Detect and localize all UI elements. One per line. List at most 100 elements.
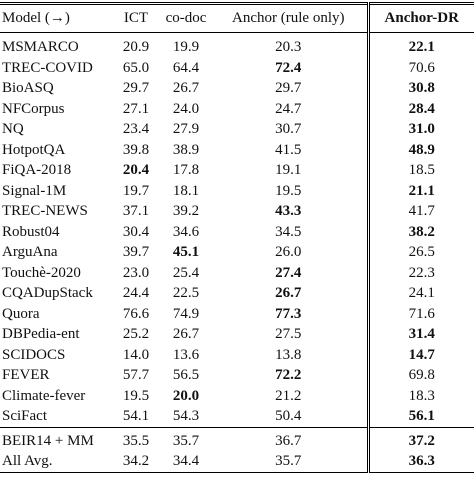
score-cell: 36.3	[366, 451, 474, 472]
table-row: DBPedia-ent 25.2 26.7 27.5 31.4	[0, 324, 474, 345]
table-row: CQADupStack 24.4 22.5 26.7 24.1	[0, 283, 474, 304]
score-cell: 31.0	[366, 119, 474, 140]
score-cell: 23.4	[122, 121, 150, 137]
row-label: FiQA-2018	[2, 162, 72, 178]
score-cell: 24.0	[172, 100, 200, 117]
score-cell: 18.1	[172, 182, 200, 199]
score-cell: 27.1	[122, 100, 150, 117]
score-cell: 57.7	[122, 367, 150, 383]
score-cell: 24.1	[366, 283, 474, 304]
score-cell: 29.7	[275, 80, 302, 96]
table-row: Quora 76.6 74.9 77.3 71.6	[0, 303, 474, 324]
score-cell: 36.7	[275, 432, 302, 449]
column-header: co-doc	[165, 10, 207, 26]
score-cell: 30.8	[366, 78, 474, 99]
table-row: SCIDOCS 14.0 13.6 13.8 14.7	[0, 344, 474, 365]
table-row: Robust04 30.4 34.6 34.5 38.2	[0, 221, 474, 242]
score-cell: 19.1	[275, 162, 302, 178]
score-cell: 72.2	[275, 367, 302, 383]
score-cell: 19.7	[122, 182, 150, 199]
score-cell: 74.9	[172, 305, 200, 322]
score-cell: 54.1	[122, 408, 150, 424]
table-body: MSMARCO 20.9 19.9 20.3 22.1 TREC-COVID 65.0 64.…	[0, 32, 474, 427]
score-cell: 38.9	[172, 141, 200, 158]
score-cell: 25.2	[122, 326, 150, 342]
score-cell: 27.5	[275, 326, 302, 342]
score-cell: 24.7	[275, 100, 302, 117]
score-cell: 26.7	[275, 285, 302, 301]
score-cell: 39.7	[122, 244, 150, 260]
table-row: TREC-COVID 65.0 64.4 72.4 70.6	[0, 57, 474, 78]
row-label: MSMARCO	[2, 39, 79, 55]
score-cell: 29.7	[122, 80, 150, 96]
score-cell: 43.3	[275, 203, 302, 219]
score-cell: 25.4	[172, 264, 200, 281]
score-cell: 13.8	[275, 346, 302, 363]
score-cell: 30.7	[275, 121, 302, 137]
score-cell: 34.5	[275, 223, 302, 240]
score-cell: 64.4	[172, 59, 200, 76]
score-cell: 35.5	[122, 432, 150, 449]
score-cell: 27.9	[172, 121, 200, 137]
table-row: Touchè-2020 23.0 25.4 27.4 22.3	[0, 262, 474, 283]
row-label: TREC-COVID	[2, 59, 93, 76]
score-cell: 69.8	[366, 365, 474, 386]
table-row: Signal-1M 19.7 18.1 19.5 21.1	[0, 180, 474, 201]
score-cell: 24.4	[122, 285, 150, 301]
score-cell: 54.3	[172, 408, 200, 424]
score-cell: 72.4	[275, 59, 302, 76]
score-cell: 35.7	[172, 432, 200, 449]
score-cell: 41.7	[366, 201, 474, 222]
row-label: ArguAna	[2, 244, 58, 260]
table-row: SciFact 54.1 54.3 50.4 56.1	[0, 406, 474, 427]
column-header: Anchor-DR	[366, 3, 474, 33]
score-cell: 38.2	[366, 221, 474, 242]
row-label: Signal-1M	[2, 182, 67, 199]
score-cell: 19.9	[172, 39, 200, 55]
score-cell: 17.8	[172, 162, 200, 178]
score-cell: 48.9	[366, 139, 474, 160]
table-row: ArguAna 39.7 45.1 26.0 26.5	[0, 242, 474, 263]
table-row: HotpotQA 39.8 38.9 41.5 48.9	[0, 139, 474, 160]
score-cell: 22.5	[172, 285, 200, 301]
row-label: CQADupStack	[2, 285, 93, 301]
score-cell: 30.4	[122, 223, 150, 240]
score-cell: 26.0	[275, 244, 302, 260]
score-cell: 34.6	[172, 223, 200, 240]
table-row: Climate-fever 19.5 20.0 21.2 18.3	[0, 385, 474, 406]
row-label: FEVER	[2, 367, 50, 383]
table-row: BEIR14 + MM 35.5 35.7 36.7 37.2	[0, 427, 474, 451]
score-cell: 56.5	[172, 367, 200, 383]
score-cell: 70.6	[366, 57, 474, 78]
score-cell: 77.3	[275, 305, 302, 322]
score-cell: 34.2	[122, 453, 150, 469]
score-cell: 26.5	[366, 242, 474, 263]
column-header: Model (→)	[2, 10, 70, 26]
score-cell: 39.2	[172, 203, 200, 219]
row-label: SCIDOCS	[2, 346, 66, 363]
table-row: NQ 23.4 27.9 30.7 31.0	[0, 119, 474, 140]
score-cell: 20.9	[122, 39, 150, 55]
score-cell: 71.6	[366, 303, 474, 324]
row-label: NQ	[2, 121, 24, 137]
score-cell: 65.0	[122, 59, 150, 76]
row-label: DBPedia-ent	[2, 326, 80, 342]
score-cell: 39.8	[122, 141, 150, 158]
row-label: Robust04	[2, 223, 60, 240]
score-cell: 18.3	[366, 385, 474, 406]
row-label: NFCorpus	[2, 100, 65, 117]
score-cell: 21.2	[275, 387, 302, 404]
score-cell: 23.0	[122, 264, 150, 281]
table-header: Model (→) ICT co-doc Anchor (rule only) Anch…	[0, 3, 474, 33]
score-cell: 31.4	[366, 324, 474, 345]
row-label: BEIR14 + MM	[2, 432, 94, 449]
score-cell: 14.7	[366, 344, 474, 365]
score-cell: 18.5	[366, 160, 474, 181]
score-cell: 34.4	[172, 453, 200, 469]
score-cell: 45.1	[172, 244, 200, 260]
row-label: HotpotQA	[2, 141, 66, 158]
table-summary: BEIR14 + MM 35.5 35.7 36.7 37.2 All Avg. 34.2 3…	[0, 427, 474, 472]
row-label: BioASQ	[2, 80, 54, 96]
table-row: NFCorpus 27.1 24.0 24.7 28.4	[0, 98, 474, 119]
